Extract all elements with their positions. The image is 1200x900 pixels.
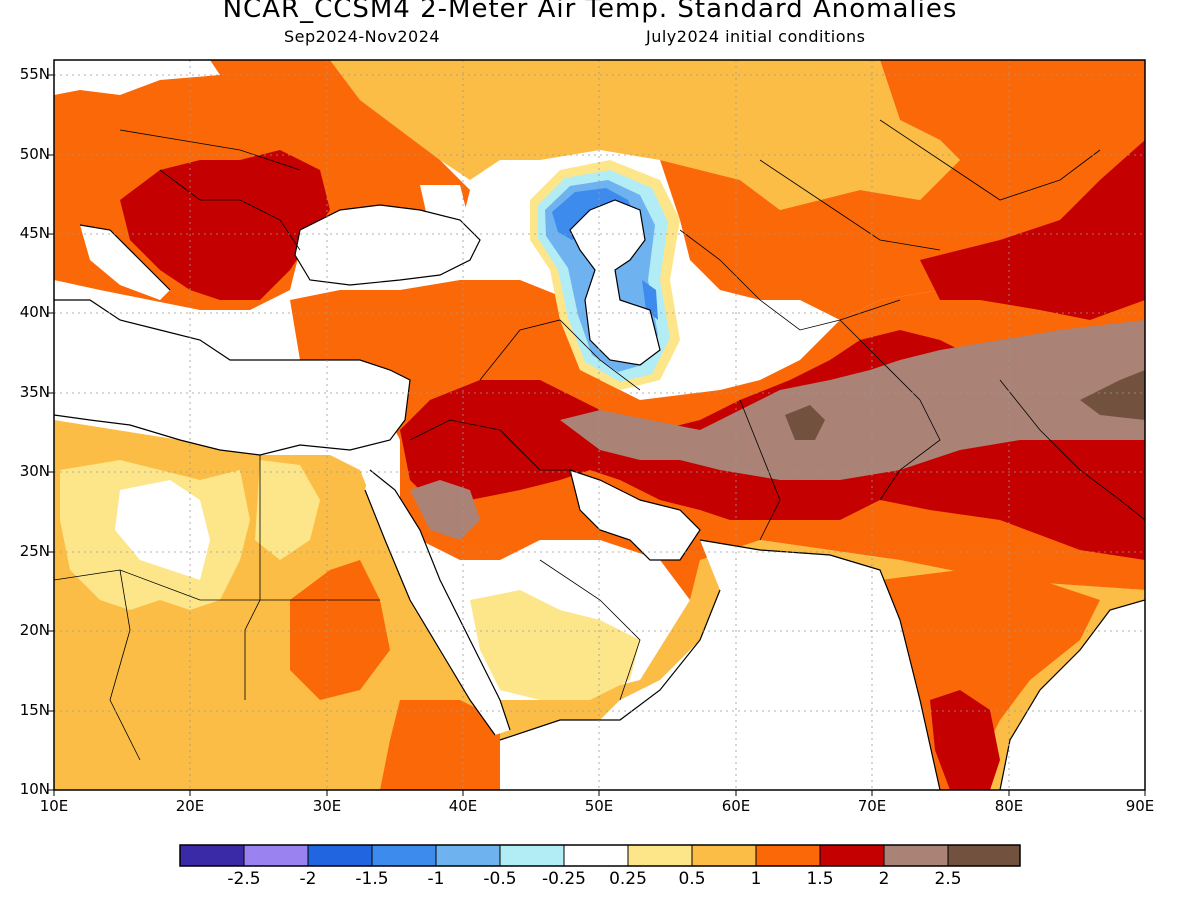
colorbar-swatch-7: [564, 845, 628, 866]
colorbar-tick-label: -1.5: [355, 869, 389, 889]
mediterranean-sea: [54, 300, 410, 455]
colorbar-swatch-8: [628, 845, 692, 866]
lat-label-20n: 20N: [19, 621, 50, 639]
lat-label-45n: 45N: [19, 224, 50, 242]
anomaly-field-0.25-0.5-arabia: [470, 590, 640, 700]
colorbar-tick-label: -0.5: [483, 869, 517, 889]
anomaly-field-0.25-0.5-nile: [255, 460, 320, 560]
lat-label-35n: 35N: [19, 383, 50, 401]
lat-label-10n: 10N: [19, 780, 50, 798]
lat-label-40n: 40N: [19, 303, 50, 321]
colorbar-swatch-6: [500, 845, 564, 866]
caspian-sea: [570, 200, 660, 365]
anomaly-field-0.5-1-north: [330, 60, 960, 210]
colorbar-frame: [179, 844, 1021, 867]
colorbar-tick-label: 2.5: [934, 869, 962, 889]
lat-label-15n: 15N: [19, 701, 50, 719]
map-gridlines: [54, 60, 1145, 790]
red-sea: [365, 470, 510, 735]
gulf-of-aden: [500, 720, 620, 790]
colorbar-tick-label: 1.5: [806, 869, 834, 889]
anomaly-field-1-1.5-africa-east: [290, 560, 390, 700]
lon-label-60e: 60E: [721, 797, 751, 815]
lat-label-30n: 30N: [19, 462, 50, 480]
map-title: NCAR_CCSM4 2-Meter Air Temp. Standard An…: [222, 0, 958, 24]
colorbar-tick-label: 0.5: [678, 869, 706, 889]
colorbar-tick-label: 0.25: [609, 869, 647, 889]
country-borders: [54, 119, 1145, 761]
initial-conditions-label: July2024 initial conditions: [646, 27, 866, 46]
lat-label-55n: 55N: [19, 65, 50, 83]
lon-label-20e: 20E: [175, 797, 205, 815]
colorbar-tick-label: 1: [750, 869, 762, 889]
lon-label-80e: 80E: [994, 797, 1024, 815]
colorbar: [179, 844, 1021, 867]
lat-label-50n: 50N: [19, 145, 50, 163]
lon-label-70e: 70E: [857, 797, 887, 815]
colorbar-swatch-10: [756, 845, 820, 866]
neutral-patch-sahara: [115, 480, 210, 580]
adriatic-sea: [80, 225, 170, 300]
colorbar-swatch-3: [308, 845, 372, 866]
colorbar-tick-label: -0.25: [542, 869, 586, 889]
colorbar-swatch-11: [820, 845, 884, 866]
colorbar-tick-label: -2: [299, 869, 317, 889]
colorbar-swatch-9: [692, 845, 756, 866]
masked-north-europe: [54, 60, 470, 230]
persian-gulf: [570, 470, 700, 560]
lon-label-90e: 90E: [1125, 797, 1155, 815]
anomaly-field-1.5-2-east: [920, 140, 1145, 320]
arabian-sea: [560, 540, 940, 790]
lon-label-40e: 40E: [448, 797, 478, 815]
colorbar-swatch-5: [436, 845, 500, 866]
axis-ticks: [48, 74, 1146, 796]
coastlines: [54, 199, 1145, 790]
bay-of-bengal: [1000, 600, 1145, 790]
colorbar-tick-label: -2.5: [227, 869, 261, 889]
colorbar-swatch-2: [244, 845, 308, 866]
anomaly-field-1-1.5-horn: [380, 700, 500, 790]
lon-label-10e: 10E: [39, 797, 69, 815]
colorbar-swatch-12: [884, 845, 948, 866]
lat-label-25n: 25N: [19, 542, 50, 560]
lon-label-50e: 50E: [584, 797, 614, 815]
colorbar-swatch-4: [372, 845, 436, 866]
anomaly-field-2-2.5-iran: [560, 320, 1145, 480]
anomaly-field-1.5-2-india-south: [930, 690, 1000, 790]
colorbar-swatch-13: [948, 845, 1020, 866]
anomaly-field-2-2.5-arabia: [410, 480, 480, 540]
forecast-period: Sep2024-Nov2024: [284, 27, 441, 46]
anomaly-field-1.5-2-balkans: [120, 150, 330, 300]
lon-label-30e: 30E: [312, 797, 342, 815]
map-plot-area: [54, 60, 1145, 790]
colorbar-swatch-1: [180, 845, 244, 866]
colorbar-tick-label: 2: [878, 869, 890, 889]
colorbar-tick-label: -1: [427, 869, 445, 889]
